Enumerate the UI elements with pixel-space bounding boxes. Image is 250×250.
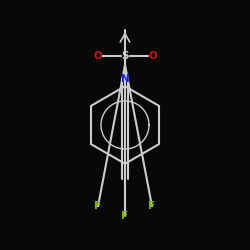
Text: F: F [94, 201, 102, 211]
Text: F: F [122, 211, 128, 221]
Text: O: O [148, 51, 157, 61]
Text: S: S [121, 51, 129, 61]
Text: O: O [93, 51, 102, 61]
Text: N: N [120, 74, 130, 84]
Text: F: F [148, 201, 156, 211]
